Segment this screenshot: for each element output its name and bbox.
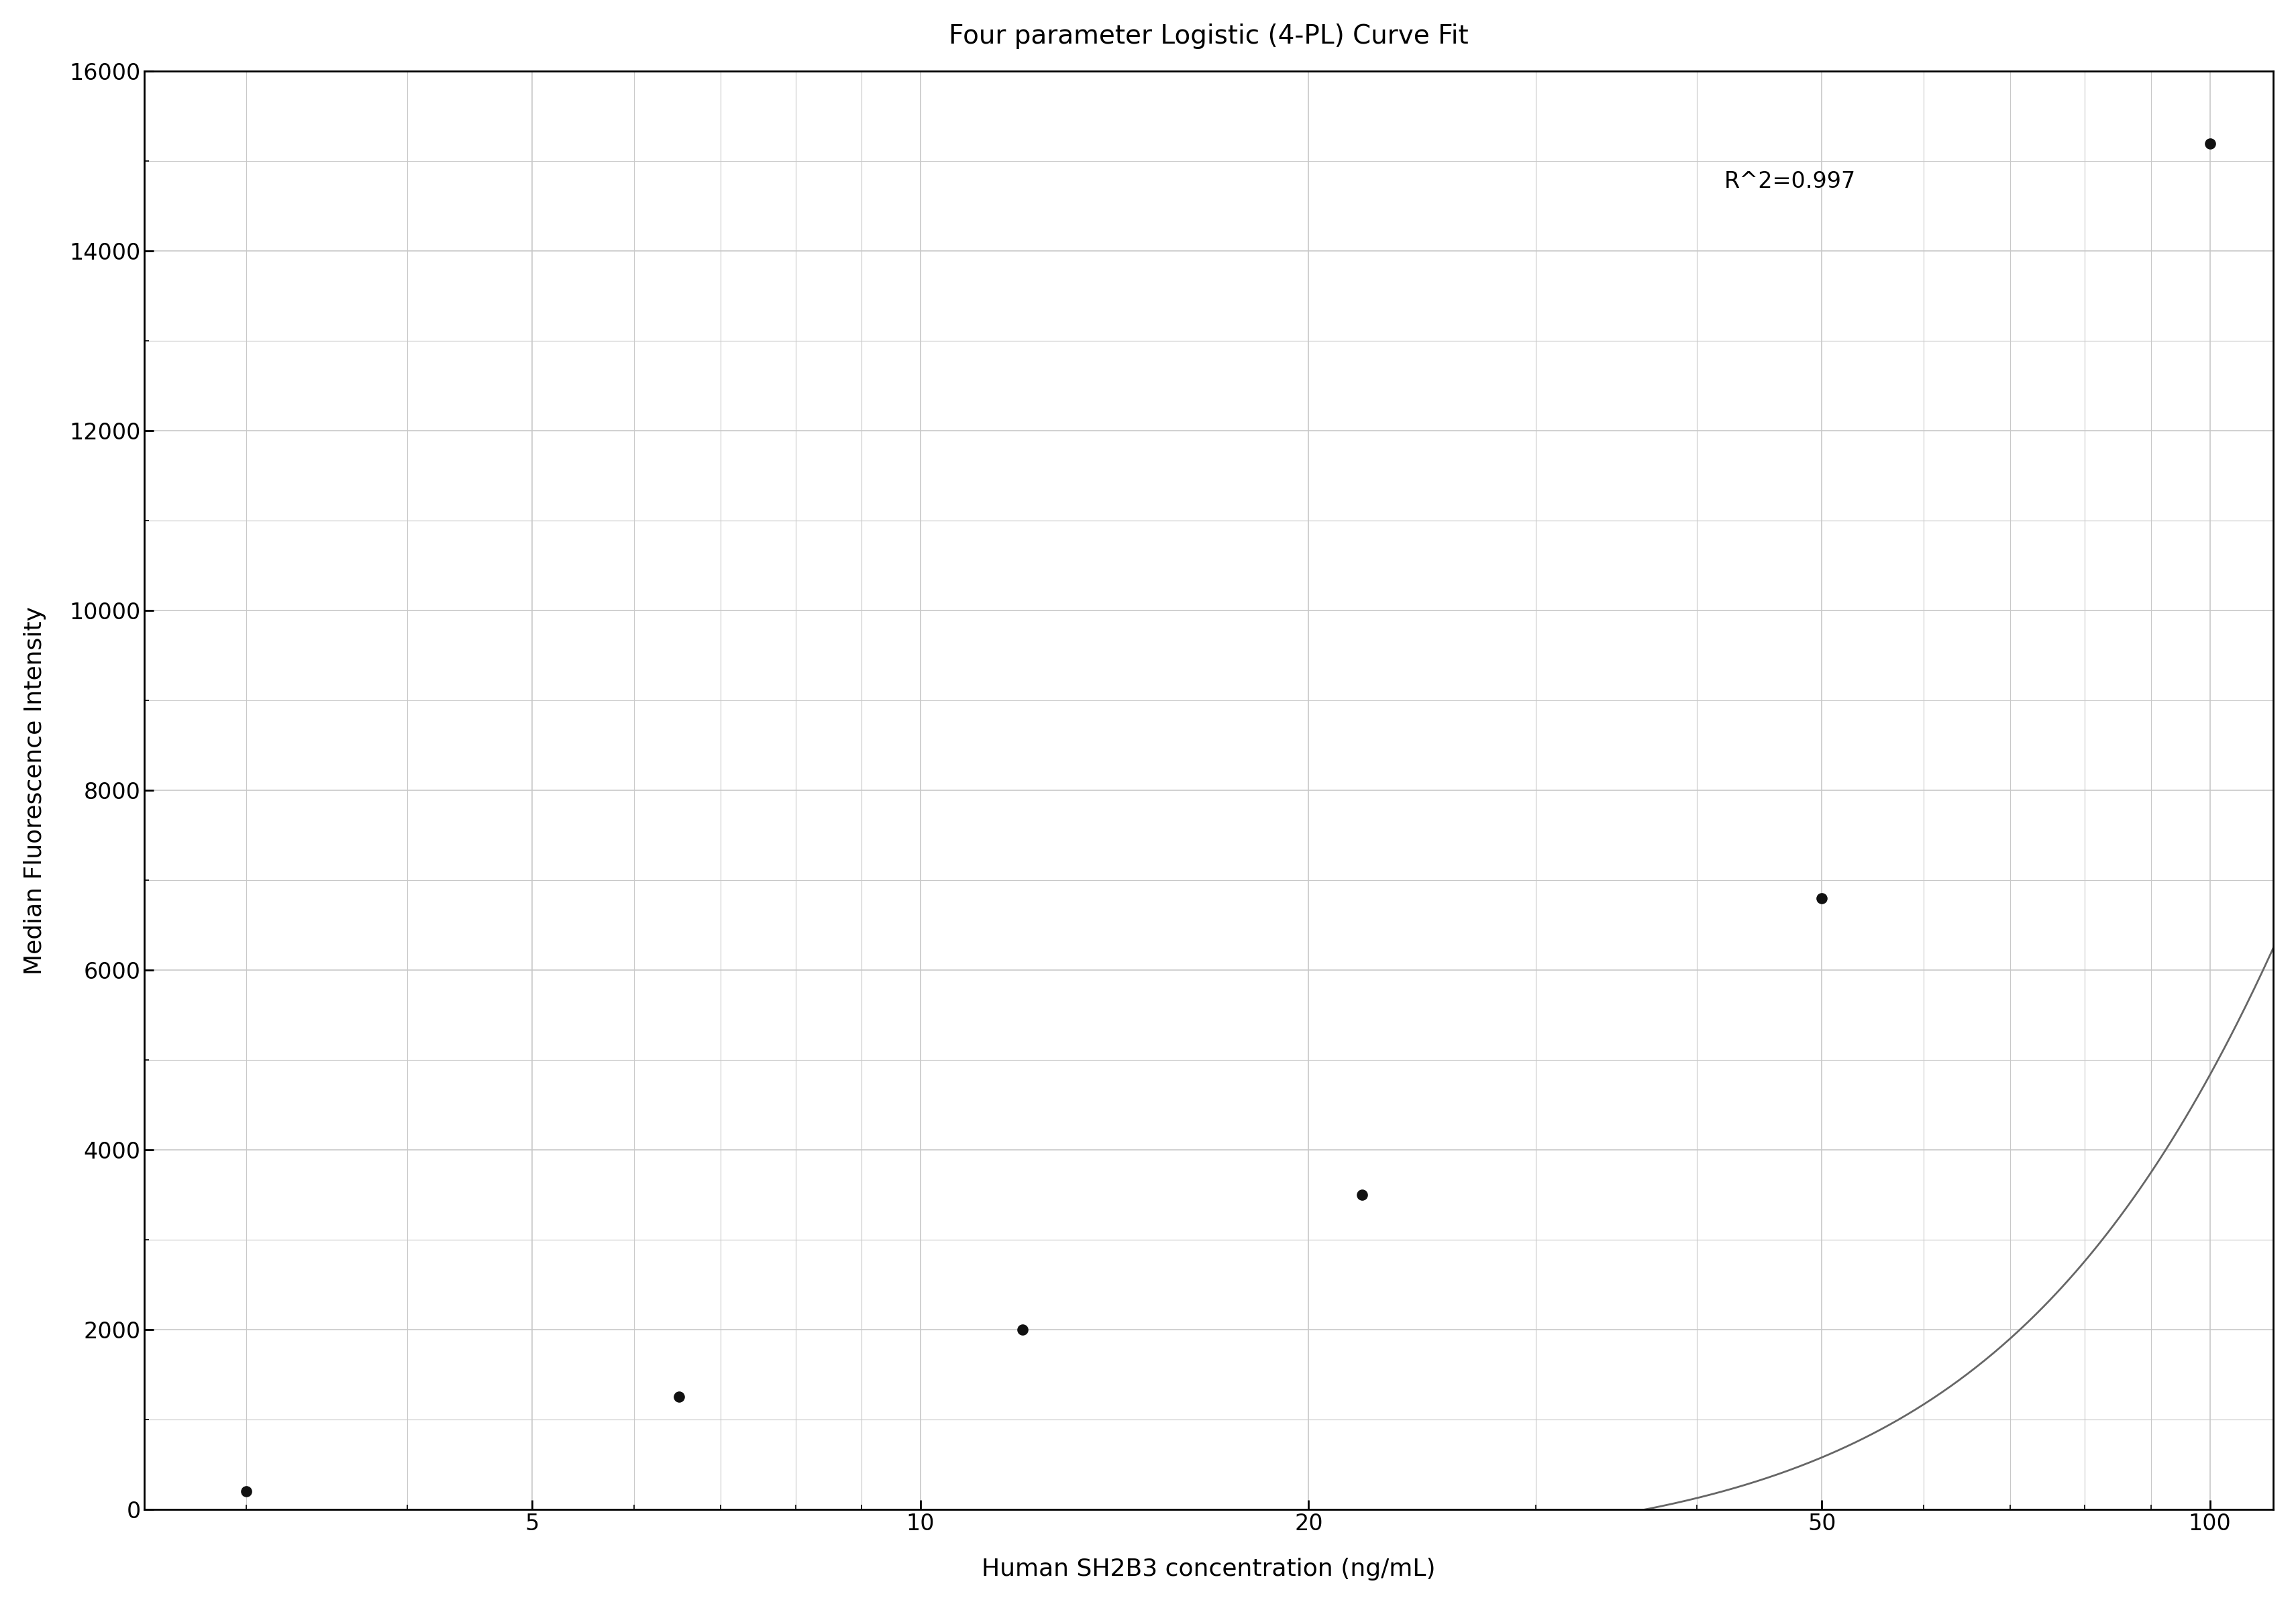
Point (227, 1479, 264, 1505)
X-axis label: Human SH2B3 concentration (ng/mL): Human SH2B3 concentration (ng/mL) (980, 1557, 1435, 1580)
Point (1003, 1317, 1040, 1343)
Y-axis label: Median Fluorescence Intensity: Median Fluorescence Intensity (23, 606, 46, 975)
Point (2190, 130, 2227, 156)
Title: Four parameter Logistic (4-PL) Curve Fit: Four parameter Logistic (4-PL) Curve Fit (948, 24, 1467, 48)
Point (1802, 885, 1839, 911)
Text: R^2=0.997: R^2=0.997 (1724, 170, 1855, 192)
Point (661, 1384, 698, 1410)
Point (1343, 1182, 1380, 1208)
